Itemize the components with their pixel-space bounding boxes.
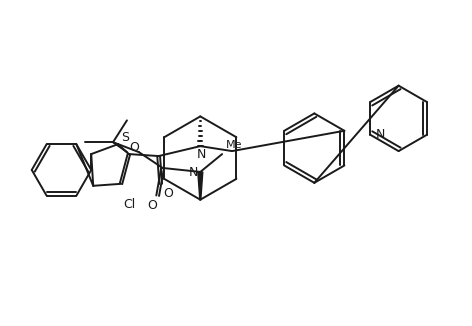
Text: N: N [197, 148, 206, 161]
Text: Cl: Cl [123, 198, 135, 211]
Text: S: S [121, 131, 129, 144]
Text: N: N [376, 128, 386, 141]
Text: Me: Me [226, 140, 243, 150]
Polygon shape [198, 172, 203, 200]
Text: O: O [129, 141, 139, 154]
Text: O: O [147, 199, 157, 212]
Text: O: O [164, 187, 174, 200]
Text: N: N [189, 166, 198, 179]
